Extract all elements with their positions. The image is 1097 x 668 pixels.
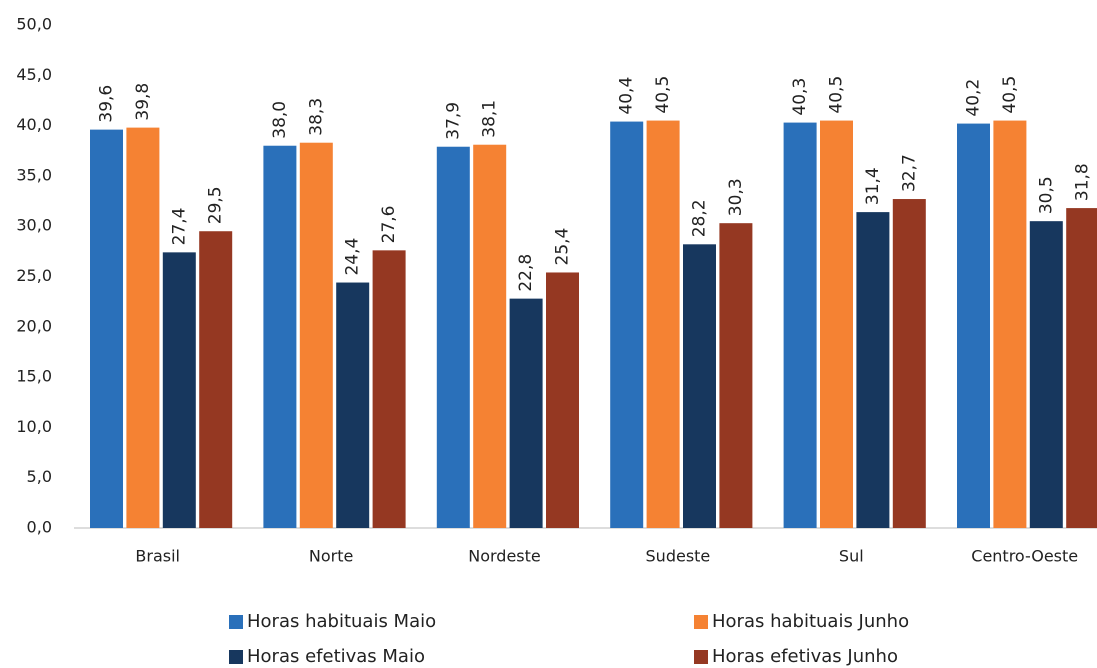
value-label: 31,4 <box>863 167 883 205</box>
bar <box>783 122 817 528</box>
bar <box>892 199 926 528</box>
value-label: 27,4 <box>169 207 189 245</box>
bar <box>1066 208 1097 529</box>
bar <box>90 129 123 528</box>
x-tick-label: Sudeste <box>646 547 711 566</box>
value-label: 38,1 <box>480 100 500 138</box>
x-tick-label: Centro-Oeste <box>971 547 1078 566</box>
value-label: 22,8 <box>516 254 536 292</box>
y-tick-label: 0,0 <box>27 518 52 537</box>
x-tick-label: Sul <box>839 547 864 566</box>
legend-swatch <box>694 615 708 629</box>
value-label: 30,5 <box>1036 176 1056 214</box>
y-tick-label: 35,0 <box>16 165 52 184</box>
legend-label: Horas efetivas Maio <box>247 646 425 667</box>
value-label: 40,2 <box>964 79 984 117</box>
y-tick-label: 10,0 <box>16 417 52 436</box>
y-tick-label: 25,0 <box>16 266 52 285</box>
y-tick-label: 20,0 <box>16 316 52 335</box>
value-label: 25,4 <box>553 228 573 266</box>
bar <box>126 127 160 528</box>
bar <box>719 223 753 528</box>
bar <box>436 146 470 528</box>
legend-swatch <box>229 615 243 629</box>
value-label: 39,6 <box>97 85 117 123</box>
value-label: 40,5 <box>653 76 673 114</box>
bar <box>199 231 233 529</box>
bar <box>1029 221 1063 529</box>
legend-label: Horas efetivas Junho <box>712 646 898 667</box>
value-label: 27,6 <box>379 205 399 243</box>
bar <box>299 142 333 528</box>
bar <box>162 252 196 528</box>
y-tick-label: 15,0 <box>16 367 52 386</box>
x-tick-label: Nordeste <box>468 547 541 566</box>
value-label: 40,5 <box>827 76 847 114</box>
value-label: 37,9 <box>443 102 463 140</box>
legend-label: Horas habituais Maio <box>247 611 436 632</box>
bar <box>993 120 1027 528</box>
bar <box>856 212 890 528</box>
value-label: 28,2 <box>690 199 710 237</box>
bar <box>683 244 716 529</box>
bar <box>957 123 990 528</box>
legend-label: Horas habituais Junho <box>712 611 909 632</box>
value-label: 40,5 <box>1000 76 1020 114</box>
value-label: 38,3 <box>306 98 326 136</box>
y-tick-label: 40,0 <box>16 115 52 134</box>
value-label: 39,8 <box>133 83 153 121</box>
bar <box>509 298 543 528</box>
y-tick-label: 45,0 <box>16 65 52 84</box>
x-tick-label: Norte <box>309 547 353 566</box>
bar <box>263 145 297 528</box>
value-label: 31,8 <box>1073 163 1093 201</box>
bar <box>336 282 370 528</box>
value-label: 30,3 <box>726 178 746 216</box>
y-tick-label: 50,0 <box>16 15 52 34</box>
bar <box>546 272 579 528</box>
y-tick-label: 5,0 <box>27 467 52 486</box>
value-label: 40,4 <box>617 77 637 115</box>
bar <box>473 144 507 529</box>
value-label: 38,0 <box>270 101 290 139</box>
value-label: 24,4 <box>343 238 363 276</box>
bar <box>610 121 644 529</box>
value-label: 40,3 <box>790 78 810 116</box>
legend-swatch <box>694 650 708 664</box>
legend-swatch <box>229 650 243 664</box>
value-label: 32,7 <box>899 154 919 192</box>
bar <box>820 120 853 528</box>
y-tick-label: 30,0 <box>16 216 52 235</box>
x-tick-label: Brasil <box>135 547 180 566</box>
bar <box>646 120 680 528</box>
bar <box>372 250 406 528</box>
value-label: 29,5 <box>206 186 226 224</box>
